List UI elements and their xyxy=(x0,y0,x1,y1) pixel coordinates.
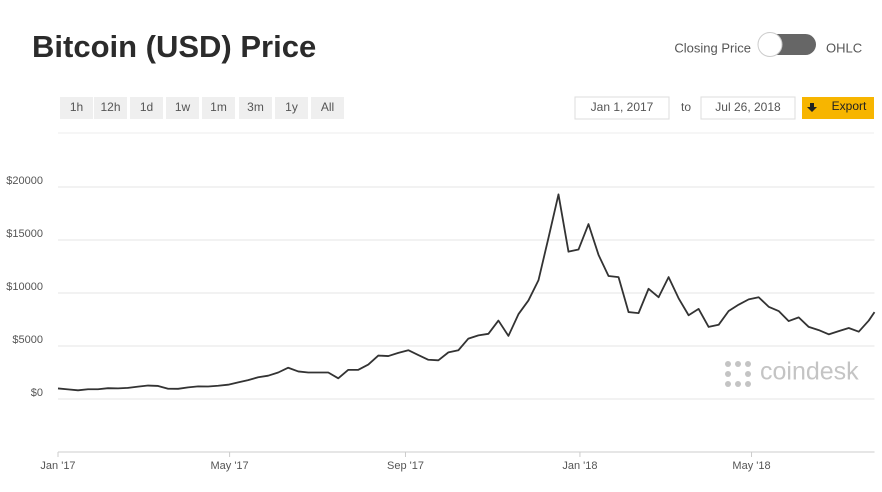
button-bg xyxy=(275,97,308,119)
x-tick-label: Sep '17 xyxy=(387,460,424,472)
price-line xyxy=(57,193,876,392)
logo-dot xyxy=(725,371,731,377)
button-bg xyxy=(94,97,127,119)
button-text: 1y xyxy=(285,100,298,114)
button-bg xyxy=(239,97,272,119)
button-bg xyxy=(311,97,344,119)
date-text: Jan 1, 2017 xyxy=(591,100,654,114)
date-from[interactable]: Jan 1, 2017 xyxy=(574,96,670,120)
toggle-knob xyxy=(757,32,783,57)
range-button[interactable]: 3m xyxy=(239,97,272,119)
range-button[interactable]: 1w xyxy=(166,97,199,119)
range-buttons: 1h 12h 1d 1w 1m 3m 1y All xyxy=(60,97,344,119)
watermark: coindesk xyxy=(725,358,859,387)
watermark-text: coindesk xyxy=(760,358,859,386)
button-bg xyxy=(60,97,93,119)
x-tick-label: Jan '18 xyxy=(562,460,597,472)
button-text: 1d xyxy=(140,100,153,114)
x-tick-label: May '17 xyxy=(210,460,248,472)
page-title: Bitcoin (USD) Price xyxy=(32,29,316,64)
button-bg xyxy=(166,97,199,119)
button-text: 1w xyxy=(175,100,191,114)
range-button[interactable]: 12h xyxy=(94,97,127,119)
logo-dot xyxy=(735,381,741,387)
export-button[interactable]: Export xyxy=(802,97,874,119)
logo-dot xyxy=(725,361,731,367)
logo-dot xyxy=(745,361,751,367)
toggle-label: Closing Price xyxy=(674,40,751,55)
input-box xyxy=(700,96,796,120)
input-box xyxy=(574,96,670,120)
range-button[interactable]: 1y xyxy=(275,97,308,119)
x-tick-label: May '18 xyxy=(732,460,770,472)
download-icon xyxy=(807,103,817,112)
logo-dot xyxy=(735,361,741,367)
date-text: Jul 26, 2018 xyxy=(715,100,781,114)
range-button[interactable]: 1m xyxy=(202,97,235,119)
button-text: 12h xyxy=(100,100,120,114)
range-button[interactable]: 1d xyxy=(130,97,163,119)
to-label: to xyxy=(681,100,691,114)
y-tick-label: $5000 xyxy=(12,334,43,346)
button-text: 1h xyxy=(70,100,83,114)
button-text: 1m xyxy=(210,100,227,114)
y-tick-label: $10000 xyxy=(6,281,43,293)
button-text: 3m xyxy=(247,100,264,114)
logo-dot xyxy=(725,381,731,387)
logo-dot xyxy=(745,381,751,387)
button-text: All xyxy=(321,100,334,114)
y-tick-label: $15000 xyxy=(6,228,43,240)
range-button[interactable]: 1h xyxy=(60,97,93,119)
x-tick-label: Jan '17 xyxy=(40,460,75,472)
button-bg xyxy=(202,97,235,119)
toggle[interactable] xyxy=(757,32,816,57)
button-text: Export xyxy=(832,99,867,113)
y-tick-label: $20000 xyxy=(6,175,43,187)
y-tick-label: $0 xyxy=(31,387,43,399)
button-bg xyxy=(802,97,874,119)
logo-dot xyxy=(745,371,751,377)
plot: $0 $5000 $10000 $15000 $20000 Jan '17 May '17 S… xyxy=(6,175,876,472)
button-bg xyxy=(130,97,163,119)
toggle-label: OHLC xyxy=(826,40,862,55)
date-to[interactable]: Jul 26, 2018 xyxy=(700,96,796,120)
range-button[interactable]: All xyxy=(311,97,344,119)
